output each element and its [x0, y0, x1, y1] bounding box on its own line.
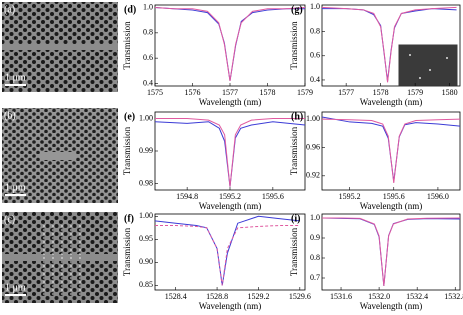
y-tick-label: 0.92	[306, 171, 320, 180]
y-tick-label: 0.90	[139, 257, 153, 266]
cavity	[40, 152, 76, 160]
sem-a: (a) 1 μm	[2, 2, 118, 92]
y-axis-label: Transmission	[122, 21, 132, 70]
y-tick-label: 0.85	[139, 280, 153, 289]
x-tick-label: 1595.2	[219, 192, 241, 201]
series-line	[322, 217, 461, 287]
y-tick-label: 0.6	[143, 53, 153, 62]
plot-frame	[154, 111, 306, 191]
x-tick-label: 1528.8	[206, 292, 228, 301]
panel-label: (g)	[291, 4, 303, 15]
panel-label: (h)	[291, 111, 303, 122]
y-tick-label: 0.8	[143, 28, 153, 37]
y-tick-label: 0.99	[139, 146, 153, 155]
x-tick-label: 1529.6	[289, 292, 311, 301]
series-line	[154, 121, 306, 187]
panel-label: (e)	[124, 111, 135, 122]
y-tick-label: 1.00	[139, 113, 153, 122]
x-tick-label: 1595.2	[339, 192, 361, 201]
scale-label: 1 μm	[5, 182, 26, 193]
x-tick-label: 1576	[185, 88, 201, 97]
panel-label: (c)	[4, 214, 15, 225]
x-tick-label: 1596.0	[427, 192, 449, 201]
charts: 1575 1576 1577 1578 1579 0.4 0.6 0.8 1.0 Waveleng…	[122, 2, 463, 311]
y-tick-label: 0.6	[310, 51, 320, 60]
x-tick-label: 1579	[297, 88, 313, 97]
x-tick-label: 1578	[260, 88, 276, 97]
series-line	[155, 225, 300, 286]
y-tick-label: 1.00	[139, 211, 153, 220]
x-tick-label: 1529.2	[247, 292, 269, 301]
y-tick-label: 0.98	[139, 178, 153, 187]
plot-frame	[321, 213, 461, 291]
panel-label: (f)	[124, 213, 134, 224]
x-axis-label: Wavelength (nm)	[360, 97, 423, 107]
y-tick-label: 0.4	[143, 78, 153, 87]
y-tick-label: 1.0	[310, 2, 320, 11]
x-tick-label: 1532.4	[406, 292, 428, 301]
plot-frame	[154, 213, 306, 291]
inset	[397, 43, 459, 87]
panel-label: (d)	[124, 4, 136, 15]
y-axis-label: Transmission	[289, 126, 299, 175]
x-tick-label: 1532.8	[444, 292, 463, 301]
series-line	[321, 118, 461, 183]
y-axis-label: Transmission	[289, 21, 299, 70]
waveguide	[2, 254, 118, 261]
sem-c: (c) 1 μm	[2, 212, 118, 303]
y-axis-label: Transmission	[122, 227, 132, 276]
x-tick-label: 1594.8	[176, 192, 198, 201]
plot-frame	[321, 4, 461, 87]
y-tick-label: 0.9	[310, 233, 320, 242]
panel-label: (b)	[4, 110, 16, 121]
sem-b: (b) 1 μm	[2, 108, 118, 203]
panel-label: (i)	[291, 213, 300, 224]
x-tick-label: 1595.6	[383, 192, 405, 201]
x-tick-label: 1578	[373, 88, 389, 97]
y-tick-label: 0.4	[310, 75, 320, 84]
panel-label: (a)	[4, 4, 15, 15]
x-tick-label: 1579	[407, 88, 423, 97]
x-axis-label: Wavelength (nm)	[199, 97, 262, 107]
x-axis-label: Wavelength (nm)	[360, 301, 423, 311]
x-tick-label: 1577	[338, 88, 354, 97]
y-axis-label: Transmission	[289, 227, 299, 276]
series-line	[321, 217, 461, 287]
inset-image	[397, 43, 459, 87]
y-tick-label: 1.00	[306, 114, 320, 123]
x-tick-label: 1595.6	[262, 192, 284, 201]
x-tick-label: 1528.4	[165, 292, 187, 301]
y-tick-label: 0.8	[310, 26, 320, 35]
y-tick-label: 0.7	[310, 273, 320, 282]
series-line	[321, 6, 457, 83]
y-tick-label: 1.0	[310, 213, 320, 222]
y-tick-label: 0.95	[139, 234, 153, 243]
x-tick-label: 1577	[222, 88, 238, 97]
x-axis-label: Wavelength (nm)	[199, 301, 262, 311]
x-tick-label: 1580	[442, 88, 458, 97]
y-tick-label: 0.8	[310, 253, 320, 262]
series-line	[155, 118, 305, 187]
series-line	[321, 116, 461, 182]
scale-label: 1 μm	[5, 282, 26, 293]
plot-frame	[154, 4, 306, 87]
series-line	[154, 7, 305, 82]
x-axis-label: Wavelength (nm)	[199, 201, 262, 211]
waveguide	[2, 44, 118, 50]
y-tick-label: 0.96	[306, 142, 320, 151]
scale-label: 1 μm	[5, 72, 26, 83]
x-tick-label: 1575	[147, 88, 163, 97]
x-axis-label: Wavelength (nm)	[360, 201, 423, 211]
series-line	[154, 7, 306, 82]
x-tick-label: 1531.6	[330, 292, 352, 301]
y-axis-label: Transmission	[122, 126, 132, 175]
y-tick-label: 1.0	[143, 2, 153, 11]
plot-frame	[321, 111, 461, 191]
x-tick-label: 1532.0	[368, 292, 390, 301]
